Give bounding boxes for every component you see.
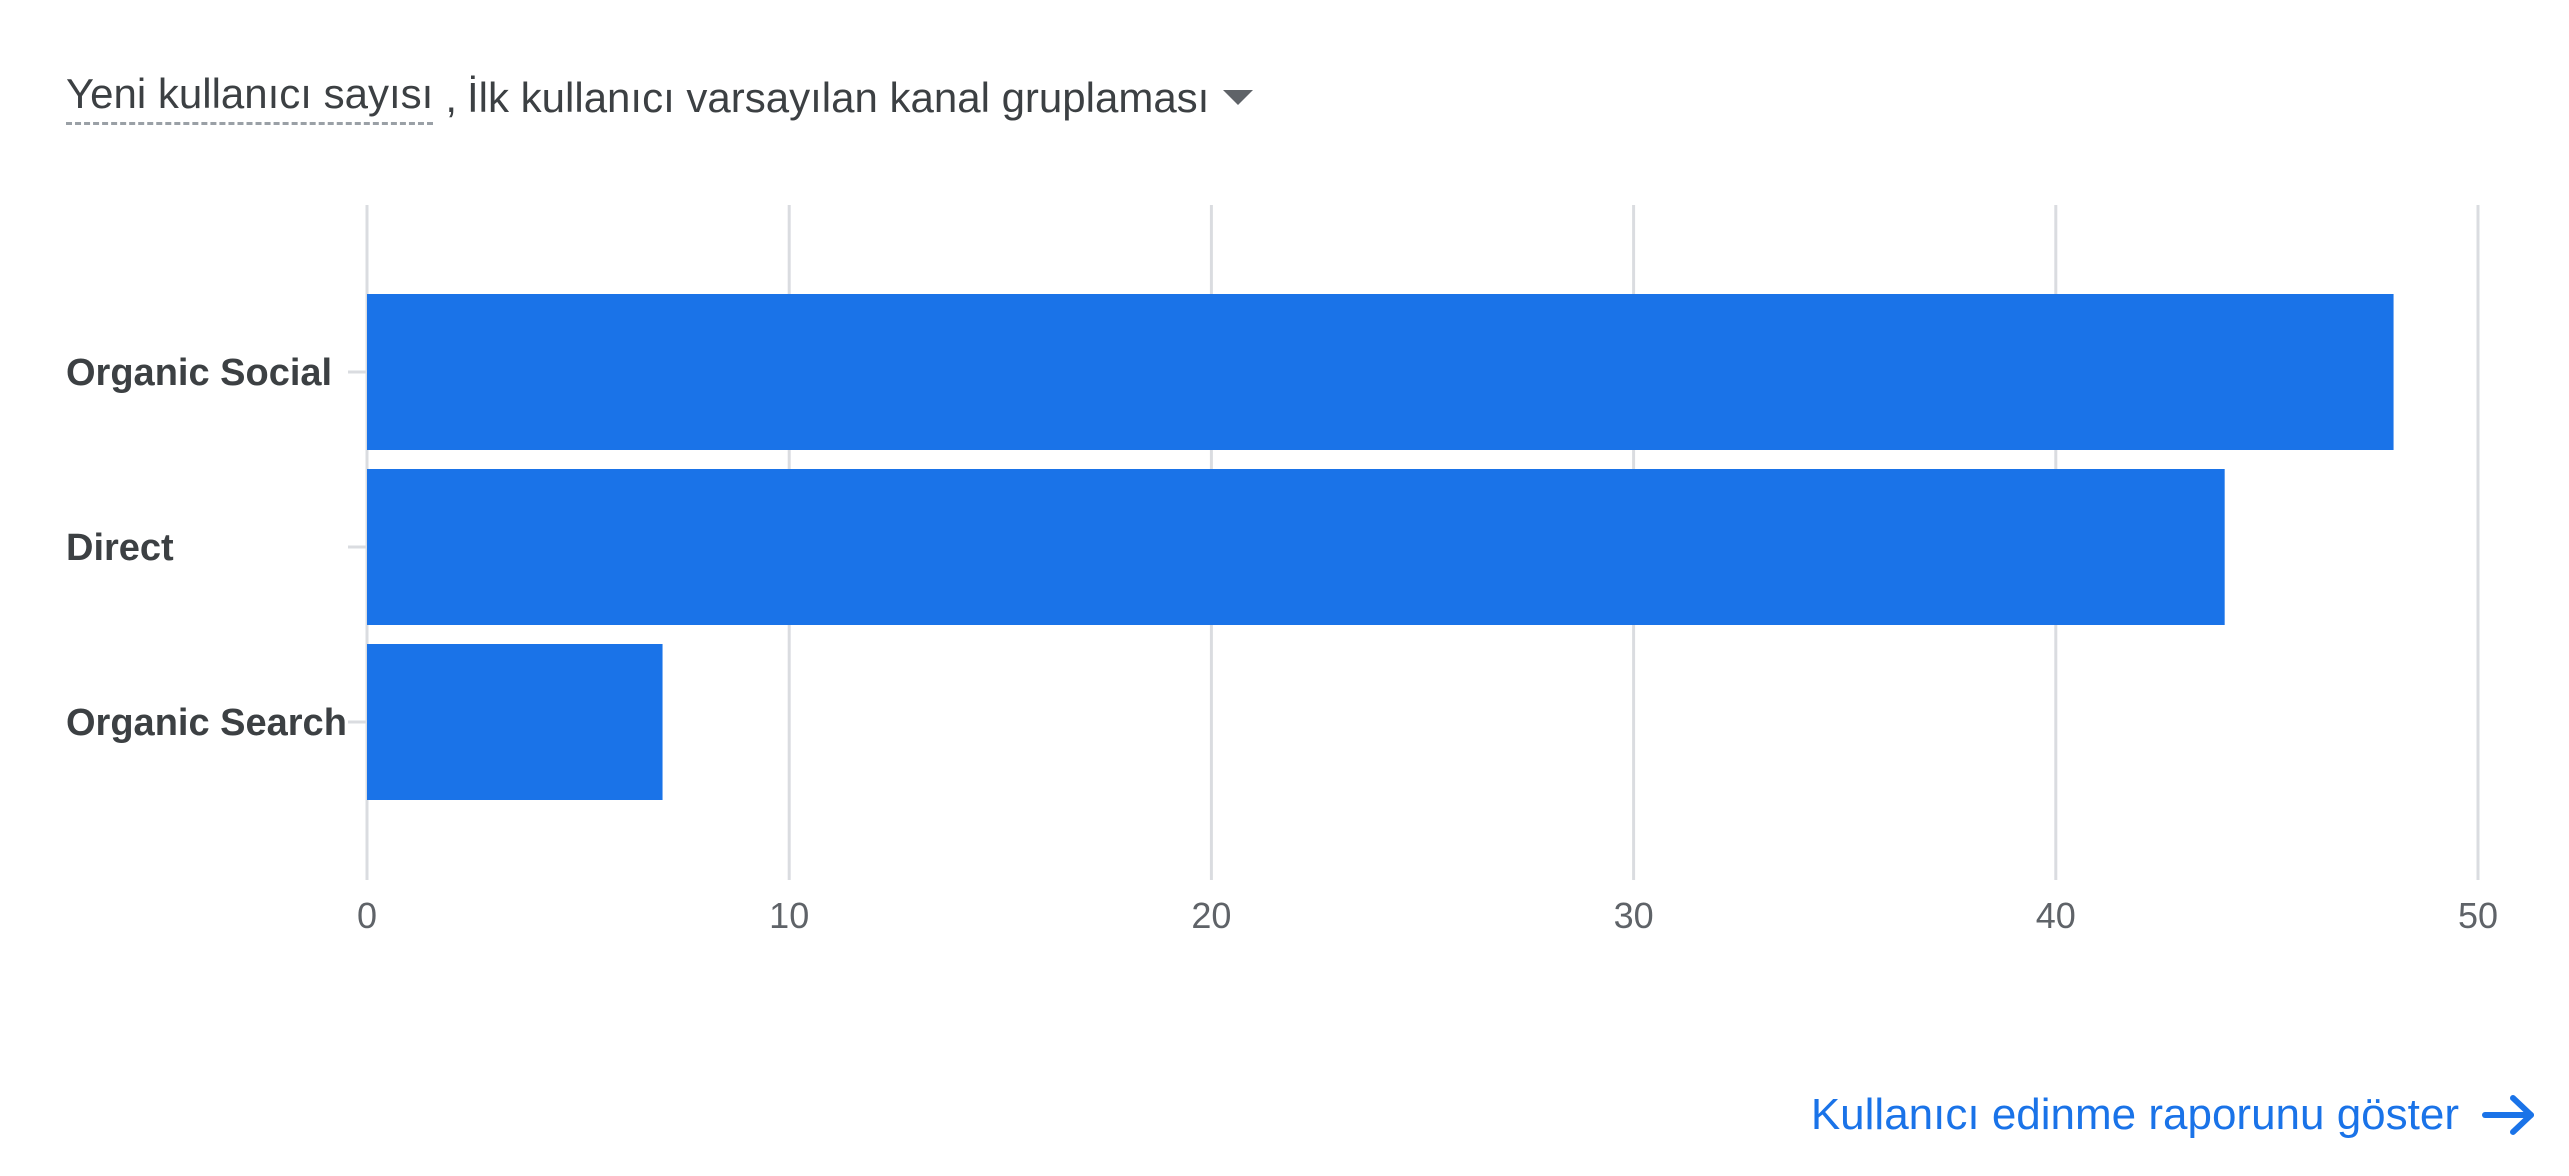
x-tick-label: 10 [769, 895, 809, 936]
user-acquisition-report-link-label: Kullanıcı edinme raporunu göster [1810, 1090, 2459, 1139]
y-category-label: Direct [66, 527, 174, 569]
bar [367, 469, 2225, 625]
dimension-selector[interactable]: İlk kullanıcı varsayılan kanal gruplamas… [467, 73, 1210, 121]
y-category-label: Organic Social [66, 352, 332, 394]
x-tick-label: 30 [1614, 895, 1654, 936]
chart-header: Yeni kullanıcı sayısı , İlk kullanıcı va… [66, 70, 1254, 125]
bar [367, 644, 663, 800]
caret-down-icon[interactable] [1223, 90, 1254, 105]
user-acquisition-report-link[interactable]: Kullanıcı edinme raporunu göster [1811, 1090, 2537, 1140]
header-separator: , [445, 73, 457, 121]
bar [367, 294, 2394, 450]
arrow-right-icon [2482, 1095, 2534, 1135]
x-tick-label: 40 [2036, 895, 2076, 936]
x-tick-label: 50 [2458, 895, 2498, 936]
metric-selector[interactable]: Yeni kullanıcı sayısı [66, 70, 434, 125]
x-tick-label: 20 [1191, 895, 1231, 936]
x-tick-label: 0 [357, 895, 377, 936]
bar-chart: 0 10 20 30 40 50 Organic Social Direct Organic S… [66, 205, 2498, 936]
y-category-label: Organic Search [66, 702, 347, 744]
